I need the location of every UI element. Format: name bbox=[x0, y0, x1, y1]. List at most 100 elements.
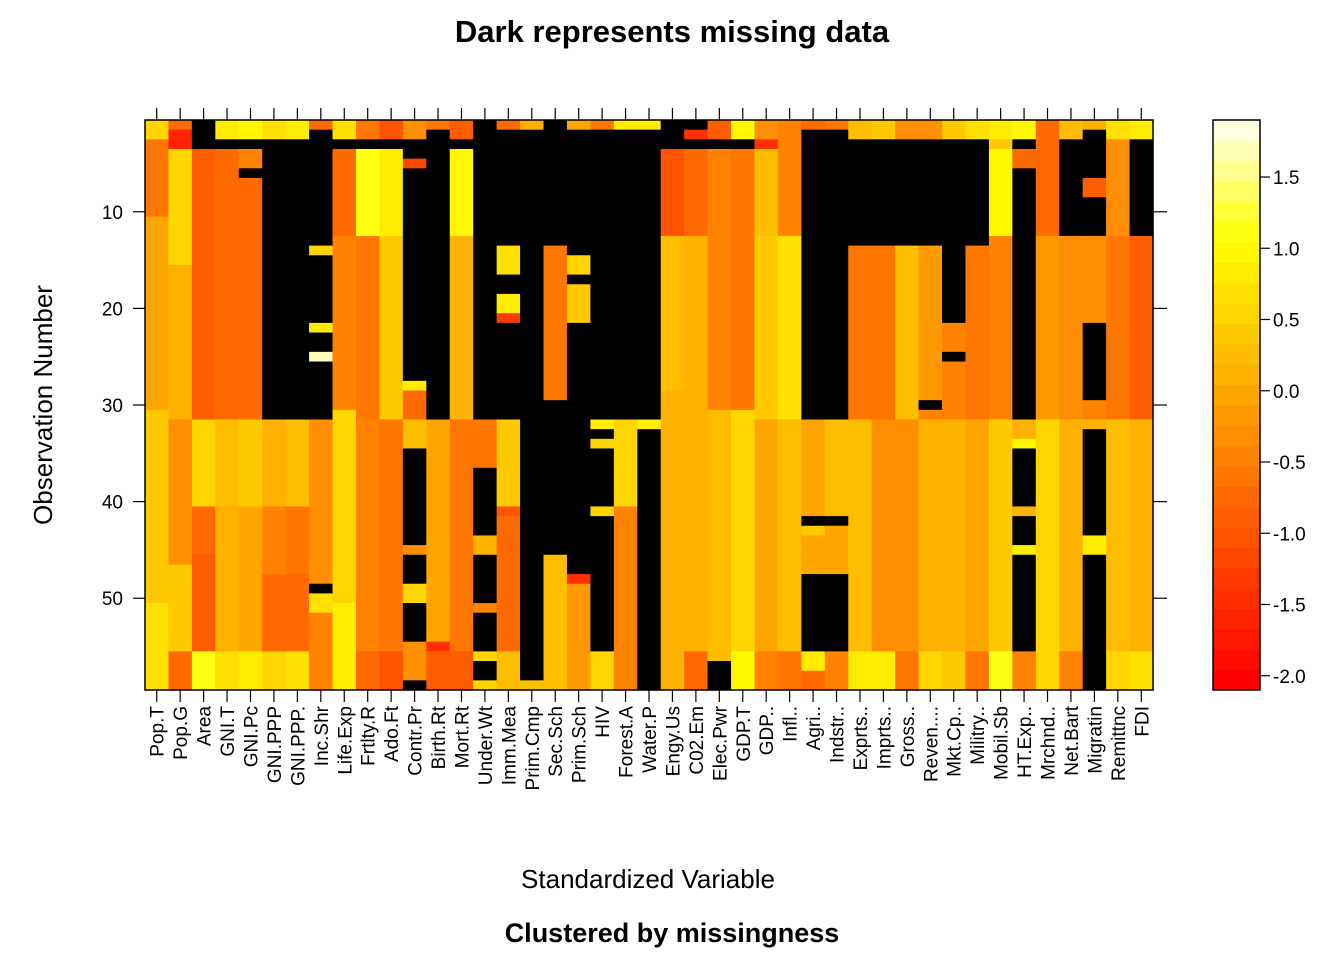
heatmap-cell bbox=[285, 651, 310, 691]
heatmap-cell bbox=[707, 661, 732, 691]
heatmap-cell bbox=[262, 120, 287, 140]
heatmap-cell bbox=[918, 419, 943, 652]
heatmap-cell bbox=[965, 139, 990, 247]
heatmap-cell bbox=[801, 651, 826, 672]
heatmap-cell bbox=[355, 148, 381, 237]
heatmap-cell bbox=[613, 419, 638, 508]
heatmap-cell bbox=[1129, 120, 1154, 140]
heatmap-cell bbox=[355, 120, 381, 140]
heatmap-cell bbox=[777, 148, 802, 237]
x-tick-label: Gross.. bbox=[898, 706, 919, 767]
heatmap-cell bbox=[660, 148, 685, 237]
heatmap-cell bbox=[473, 554, 498, 604]
heatmap-cell bbox=[215, 148, 240, 421]
heatmap-cell bbox=[707, 139, 732, 150]
heatmap-cell bbox=[988, 651, 1013, 691]
heatmap-cell bbox=[684, 409, 709, 652]
heatmap-cell bbox=[1012, 148, 1037, 169]
heatmap-cell bbox=[942, 322, 967, 353]
color-key-swatch bbox=[1213, 567, 1260, 589]
heatmap-cell bbox=[801, 574, 826, 652]
heatmap-cell bbox=[449, 139, 474, 150]
heatmap-cell bbox=[379, 120, 404, 140]
heatmap-cell bbox=[402, 158, 427, 169]
heatmap-cell bbox=[942, 139, 967, 324]
heatmap-cell bbox=[496, 245, 521, 276]
heatmap-cell bbox=[637, 419, 662, 430]
heatmap-cell bbox=[449, 651, 474, 691]
heatmap-cell bbox=[496, 293, 521, 314]
x-tick-label: Water.P bbox=[640, 706, 661, 773]
color-key-swatch bbox=[1213, 547, 1260, 569]
color-key-swatch bbox=[1213, 303, 1260, 325]
heatmap-cell bbox=[895, 120, 920, 140]
heatmap-cell bbox=[426, 120, 451, 131]
heatmap-cell bbox=[801, 419, 826, 517]
heatmap-cell bbox=[965, 419, 990, 652]
color-key-swatch bbox=[1213, 221, 1260, 243]
heatmap-cell bbox=[1012, 419, 1037, 440]
heatmap-cell bbox=[566, 284, 591, 324]
heatmap-cell bbox=[590, 448, 615, 508]
heatmap-cell bbox=[285, 120, 310, 140]
x-tick-label: Pop.T bbox=[148, 706, 169, 757]
heatmap-cell bbox=[473, 120, 498, 421]
heatmap-cell bbox=[402, 583, 427, 604]
x-tick-label: Remittnc bbox=[1109, 706, 1130, 781]
heatmap-cell bbox=[731, 139, 756, 150]
heatmap-cell bbox=[543, 400, 568, 556]
heatmap-cell bbox=[590, 129, 615, 421]
heatmap-cell bbox=[637, 120, 662, 131]
heatmap-cell bbox=[848, 245, 873, 421]
heatmap-cell bbox=[238, 148, 263, 169]
x-tick-label: Mort.Rt bbox=[452, 705, 473, 768]
heatmap-cell bbox=[1012, 506, 1037, 517]
heatmap-cell bbox=[355, 139, 381, 150]
heatmap-cell bbox=[824, 651, 849, 691]
heatmap-cell bbox=[473, 467, 498, 537]
x-tick-label: GNI.Pc bbox=[241, 706, 262, 767]
heatmap-cell bbox=[1106, 651, 1131, 691]
heatmap-cell bbox=[988, 139, 1013, 150]
heatmap-cell bbox=[777, 651, 802, 691]
heatmap-cell bbox=[496, 419, 521, 508]
heatmap-cell bbox=[684, 120, 709, 131]
heatmap-cell bbox=[942, 361, 967, 421]
x-tick-label: Life.Exp bbox=[335, 706, 356, 775]
heatmap-cell bbox=[449, 235, 474, 421]
color-key-label: -2.0 bbox=[1273, 667, 1306, 688]
heatmap-cell bbox=[895, 139, 920, 247]
heatmap-cell bbox=[918, 139, 943, 247]
heatmap-cell bbox=[402, 641, 427, 681]
heatmap-cell bbox=[1012, 438, 1037, 450]
heatmap-cell bbox=[402, 120, 427, 140]
x-tick-label: Ado.Ft bbox=[382, 705, 403, 762]
y-axis: 10 20 30 40 50 bbox=[102, 203, 1167, 610]
heatmap-cell bbox=[309, 129, 334, 247]
color-key-swatch bbox=[1213, 628, 1260, 650]
heatmap-cell bbox=[988, 419, 1013, 652]
heatmap-cell bbox=[1059, 419, 1084, 652]
heatmap-cell bbox=[942, 351, 967, 363]
heatmap-cell bbox=[145, 603, 170, 691]
heatmap-cell bbox=[871, 651, 896, 691]
heatmap-cell bbox=[215, 651, 240, 691]
heatmap-cell bbox=[1129, 139, 1154, 237]
heatmap-cell bbox=[473, 661, 498, 681]
x-tick-label: GNI.PPP. bbox=[288, 706, 309, 786]
heatmap-cell bbox=[590, 120, 615, 131]
heatmap-cell bbox=[145, 409, 170, 604]
heatmap-cell bbox=[215, 419, 240, 508]
heatmap-cell bbox=[731, 651, 756, 691]
heatmap-cell bbox=[1082, 120, 1107, 131]
chart-title: Dark represents missing data bbox=[455, 14, 890, 49]
heatmap-cell bbox=[402, 390, 427, 421]
color-key-swatch bbox=[1213, 181, 1260, 202]
heatmap-cell bbox=[566, 583, 591, 691]
heatmap-cell bbox=[684, 129, 709, 140]
x-tick-label: Inc.Shr bbox=[312, 705, 333, 766]
heatmap-cell bbox=[731, 148, 756, 411]
heatmap-cell bbox=[1129, 651, 1154, 691]
heatmap-cell bbox=[918, 400, 943, 411]
heatmap-cell bbox=[520, 120, 545, 131]
